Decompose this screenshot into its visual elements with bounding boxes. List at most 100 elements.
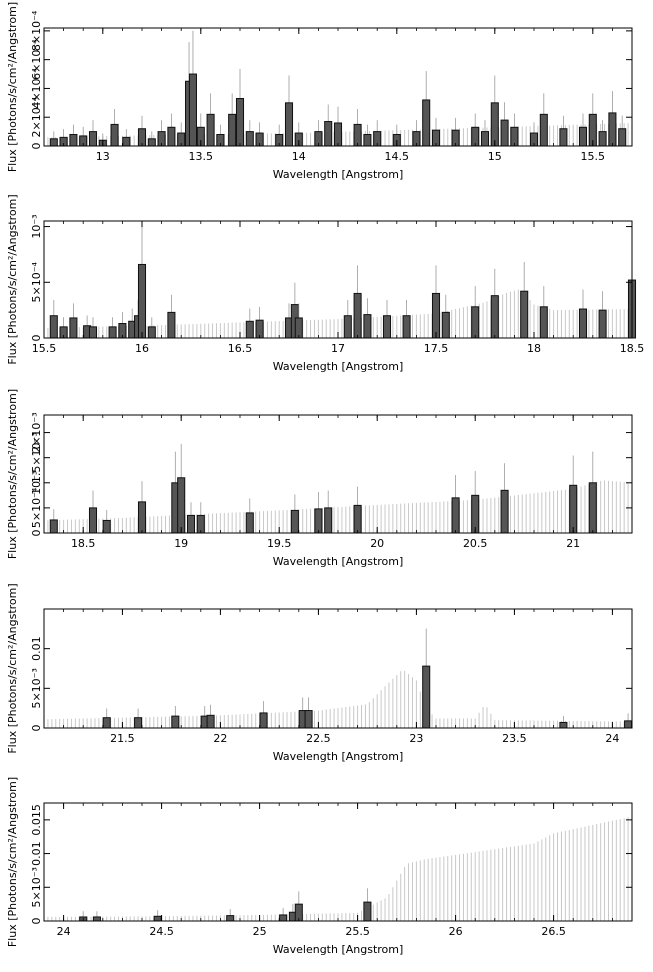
x-axis-label: Wavelength [Angstrom] bbox=[273, 168, 404, 181]
x-tick-label: 21.5 bbox=[110, 732, 135, 745]
data-bin bbox=[363, 901, 372, 922]
x-tick-label: 19 bbox=[174, 537, 188, 550]
y-axis-label: Flux [Photons/s/cm²/Angstrom] bbox=[6, 389, 19, 559]
data-bin bbox=[294, 317, 303, 339]
data-bin bbox=[451, 497, 460, 534]
x-tick-label: 14 bbox=[292, 150, 306, 163]
plot-frame bbox=[43, 802, 633, 922]
data-bin bbox=[49, 315, 58, 339]
x-tick-label: 15.5 bbox=[32, 342, 57, 355]
data-bin bbox=[578, 126, 588, 147]
y-axis-label: Flux [Photons/s/cm²/Angstrom] bbox=[6, 2, 19, 172]
y-tick-label: 5×10⁻³ bbox=[30, 668, 43, 708]
data-bin bbox=[324, 121, 333, 147]
data-bin bbox=[110, 123, 119, 147]
data-bin bbox=[49, 519, 58, 534]
x-tick-label: 25.5 bbox=[345, 925, 370, 938]
data-bin bbox=[402, 315, 411, 339]
y-tick-label: 4×10⁻⁴ bbox=[30, 68, 43, 109]
data-bin bbox=[598, 309, 607, 339]
y-axis-label: Flux [Photons/s/cm²/Angstrom] bbox=[6, 194, 19, 364]
y-tick-label: 0 bbox=[30, 725, 43, 732]
data-bin bbox=[153, 915, 162, 922]
x-axis-label: Wavelength [Angstrom] bbox=[273, 360, 404, 373]
data-bin bbox=[92, 916, 101, 922]
data-bin bbox=[500, 489, 509, 534]
data-bin bbox=[134, 717, 143, 729]
x-tick-label: 18 bbox=[527, 342, 541, 355]
data-bin bbox=[422, 99, 431, 147]
x-axis-label: Wavelength [Angstrom] bbox=[273, 750, 404, 763]
data-bin bbox=[188, 73, 197, 147]
data-bin bbox=[363, 314, 372, 339]
y-tick-label: 0 bbox=[30, 918, 43, 925]
data-bin bbox=[471, 306, 480, 339]
y-tick-label: 0.01 bbox=[30, 636, 43, 661]
data-bin bbox=[147, 138, 156, 147]
spectrum-panel-3: 18.5 19 19.5 20 20.5 21 0 5×10⁻⁴10⁻³1.5×10⁻³2×1… bbox=[6, 389, 633, 568]
x-tick-label: 26 bbox=[449, 925, 463, 938]
data-bin bbox=[186, 514, 196, 534]
data-bin bbox=[279, 914, 288, 922]
data-bin bbox=[353, 504, 362, 534]
y-tick-label: 5×10⁻⁴ bbox=[30, 487, 43, 528]
x-tick-label: 18.5 bbox=[71, 537, 96, 550]
data-bin bbox=[177, 477, 186, 534]
x-axis-label: Wavelength [Angstrom] bbox=[273, 555, 404, 568]
data-bin bbox=[559, 721, 568, 729]
x-tick-label: 24 bbox=[605, 732, 619, 745]
x-tick-label: 20.5 bbox=[463, 537, 488, 550]
data-bin bbox=[167, 311, 176, 339]
data-bin bbox=[102, 717, 111, 729]
data-bin bbox=[618, 128, 627, 147]
data-bin bbox=[598, 131, 607, 147]
data-bin bbox=[480, 131, 490, 147]
data-bin bbox=[569, 484, 578, 534]
x-tick-label: 13.5 bbox=[189, 150, 214, 163]
x-tick-label: 26.5 bbox=[541, 925, 566, 938]
y-tick-label: 0 bbox=[30, 335, 43, 342]
data-bin bbox=[235, 98, 245, 147]
data-bin bbox=[588, 482, 597, 534]
x-tick-label: 25 bbox=[253, 925, 267, 938]
y-tick-label: 10⁻³ bbox=[30, 471, 43, 495]
y-axis-label: Flux [Photons/s/cm²/Angstrom] bbox=[6, 777, 19, 947]
x-tick-label: 15 bbox=[488, 150, 502, 163]
data-bin bbox=[122, 136, 131, 147]
data-bin bbox=[490, 295, 499, 339]
data-bin bbox=[259, 712, 268, 729]
y-tick-label: 10⁻³ bbox=[30, 214, 43, 238]
data-bin bbox=[167, 126, 176, 147]
data-bin bbox=[363, 133, 372, 147]
data-bin bbox=[578, 308, 588, 339]
data-bin bbox=[284, 102, 294, 147]
data-bin bbox=[382, 315, 392, 339]
x-tick-label: 18.5 bbox=[620, 342, 645, 355]
data-bin bbox=[441, 311, 450, 339]
data-bin bbox=[333, 122, 343, 147]
x-tick-label: 16 bbox=[135, 342, 149, 355]
x-tick-label: 17.5 bbox=[424, 342, 449, 355]
data-bin bbox=[137, 263, 147, 339]
data-bin bbox=[49, 138, 58, 147]
y-tick-label: 1.5×10⁻³ bbox=[30, 432, 43, 483]
y-tick-label: 5×10⁻⁴ bbox=[30, 261, 43, 302]
y-tick-label: 6×10⁻⁴ bbox=[30, 39, 43, 80]
data-bin bbox=[343, 315, 352, 339]
data-bin bbox=[102, 519, 111, 534]
data-bin bbox=[245, 131, 254, 147]
data-bin bbox=[137, 501, 147, 534]
y-tick-label: 2×10⁻³ bbox=[30, 412, 43, 452]
spectrum-panel-1: 13 13.5 14 14.5 15 15.5 0 2×10⁻⁴4×10⁻⁴6×10⁻⁴8×1… bbox=[6, 2, 633, 181]
spectrum-panel-2: 15.5 16 16.5 17 17.5 18 18.5 0 5×10⁻⁴ 10⁻³ Wavelen… bbox=[6, 194, 644, 373]
y-tick-label: 5×10⁻³ bbox=[30, 867, 43, 907]
data-bin bbox=[304, 710, 313, 729]
x-tick-label: 21 bbox=[566, 537, 580, 550]
data-bin bbox=[171, 715, 180, 729]
data-bin bbox=[206, 714, 215, 729]
data-bin bbox=[422, 665, 431, 729]
data-bin bbox=[245, 320, 254, 339]
x-tick-label: 20 bbox=[370, 537, 384, 550]
data-bin bbox=[624, 720, 633, 729]
